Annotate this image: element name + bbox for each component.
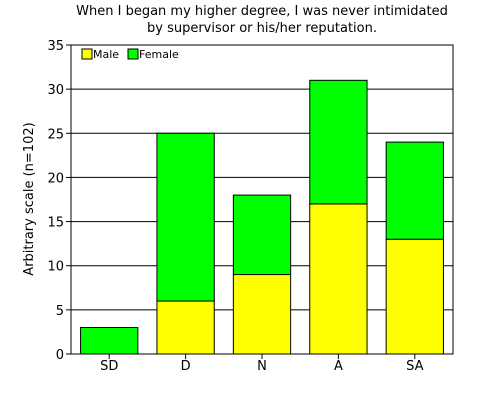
legend-label-male: Male (93, 48, 119, 61)
chart-title-line-1: When I began my higher degree, I was nev… (76, 4, 448, 19)
bar-male-d (156, 300, 215, 355)
y-tick-label: 0 (56, 348, 64, 363)
y-tick-label: 25 (47, 127, 64, 142)
x-tick-label: A (334, 359, 343, 374)
y-tick-label: 35 (47, 39, 64, 54)
chart-title-line-2: by supervisor or his/her reputation. (147, 21, 377, 36)
bar-female-n (232, 194, 292, 276)
y-tick-label: 20 (47, 171, 64, 186)
chart-title: When I began my higher degree, I was nev… (76, 4, 448, 36)
bar-female-sa (385, 141, 444, 240)
legend-label-female: Female (139, 48, 179, 61)
y-axis-ticks: 0 5 10 15 20 25 30 35 (47, 39, 71, 363)
bar-male-n (232, 274, 292, 355)
x-tick-label: N (257, 359, 267, 374)
x-axis-ticks: SD D N A SA (100, 354, 424, 374)
x-tick-label: SA (406, 359, 423, 374)
bar-male-sa (385, 238, 444, 355)
bars (80, 79, 444, 355)
bar-male-a (309, 203, 368, 355)
legend-swatch-male (81, 48, 93, 60)
bar-female-a (309, 79, 368, 205)
y-tick-label: 5 (56, 304, 64, 319)
bar-female-sd (80, 327, 139, 355)
legend-swatch-female (127, 48, 139, 60)
y-axis-title: Arbitrary scale (n=102) (22, 122, 37, 275)
y-tick-label: 15 (47, 216, 64, 231)
y-tick-label: 10 (47, 260, 64, 275)
bar-female-d (156, 132, 215, 302)
legend: Male Female (81, 48, 179, 61)
y-tick-label: 30 (47, 83, 64, 98)
x-tick-label: D (181, 359, 191, 374)
x-tick-label: SD (100, 359, 118, 374)
